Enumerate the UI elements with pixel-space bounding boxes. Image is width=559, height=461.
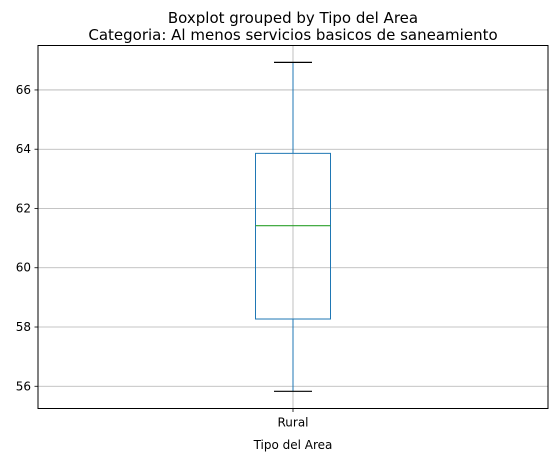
y-tick-label: 66 bbox=[16, 83, 31, 97]
x-axis-ticks: Rural bbox=[277, 409, 308, 430]
y-tick-label: 56 bbox=[16, 379, 31, 393]
chart-title: Categoria: Al menos servicios basicos de… bbox=[88, 26, 497, 44]
y-tick-label: 60 bbox=[16, 261, 31, 275]
y-tick-label: 58 bbox=[16, 320, 31, 334]
x-axis-label: Tipo del Area bbox=[253, 438, 333, 452]
x-tick-label: Rural bbox=[277, 416, 308, 430]
y-tick-label: 64 bbox=[16, 142, 31, 156]
y-axis-ticks: 56 58 60 62 64 66 bbox=[16, 83, 38, 393]
chart-suptitle: Boxplot grouped by Tipo del Area bbox=[168, 9, 418, 27]
y-tick-label: 62 bbox=[16, 201, 31, 215]
